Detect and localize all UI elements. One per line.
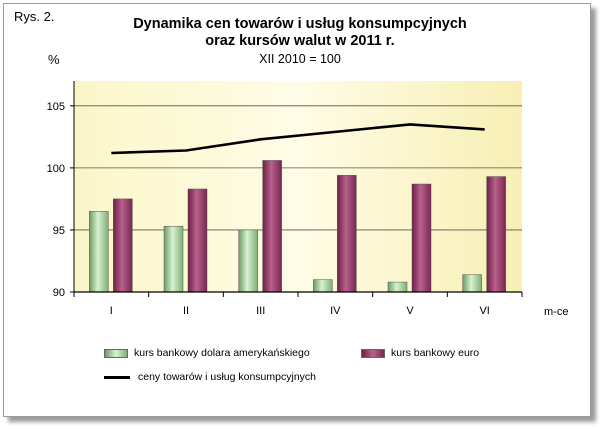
bar-dollar-III xyxy=(238,229,258,293)
chart-title-line2: oraz kursów walut w 2011 r. xyxy=(205,33,395,49)
legend-label-euro: kurs bankowy euro xyxy=(391,347,480,359)
bar-euro-II xyxy=(187,188,208,293)
y-tick-label-105: 105 xyxy=(47,101,65,113)
legend-item-prices: ceny towarów i usług konsumpcyjnych xyxy=(104,371,316,383)
y-axis-label: % xyxy=(48,52,60,67)
bar-dollar-II xyxy=(163,225,184,293)
x-tick-label-IV: IV xyxy=(330,305,341,317)
x-axis-label: m-ce xyxy=(544,306,569,318)
legend-label-dollar: kurs bankowy dolara amerykańskiego xyxy=(134,347,310,359)
bar-euro-V xyxy=(411,183,432,293)
x-tick-label-I: I xyxy=(110,305,113,317)
bar-euro-VI xyxy=(486,176,506,293)
x-tick-label-III: III xyxy=(256,305,265,317)
chart-title-line1: Dynamika cen towarów i usług konsumpcyjn… xyxy=(133,16,467,32)
legend-swatch-prices xyxy=(104,375,130,379)
bar-euro-IV xyxy=(337,175,357,293)
bar-dollar-VI xyxy=(462,274,482,293)
line-prices xyxy=(111,123,485,155)
plot-area xyxy=(74,81,522,292)
bar-euro-I xyxy=(113,198,133,293)
y-tick-label-95: 95 xyxy=(53,225,65,237)
legend-swatch-dollar xyxy=(104,348,128,358)
figure-label: Rys. 2. xyxy=(14,9,55,24)
x-tick-label-II: II xyxy=(183,305,189,317)
bar-dollar-IV xyxy=(313,279,333,293)
legend-item-euro: kurs bankowy euro xyxy=(361,347,479,359)
bar-dollar-V xyxy=(387,281,408,293)
legend-label-prices: ceny towarów i usług konsumpcyjnych xyxy=(138,371,316,383)
x-tick-label-V: V xyxy=(406,305,414,317)
legend-item-dollar: kurs bankowy dolara amerykańskiego xyxy=(104,347,310,359)
bar-dollar-I xyxy=(89,211,109,293)
y-tick-label-100: 100 xyxy=(47,163,65,175)
bar-euro-III xyxy=(262,160,282,293)
x-tick-label-VI: VI xyxy=(479,305,489,317)
chart-subtitle: XII 2010 = 100 xyxy=(259,52,341,66)
legend-swatch-euro xyxy=(361,348,385,358)
y-tick-label-90: 90 xyxy=(53,287,65,299)
